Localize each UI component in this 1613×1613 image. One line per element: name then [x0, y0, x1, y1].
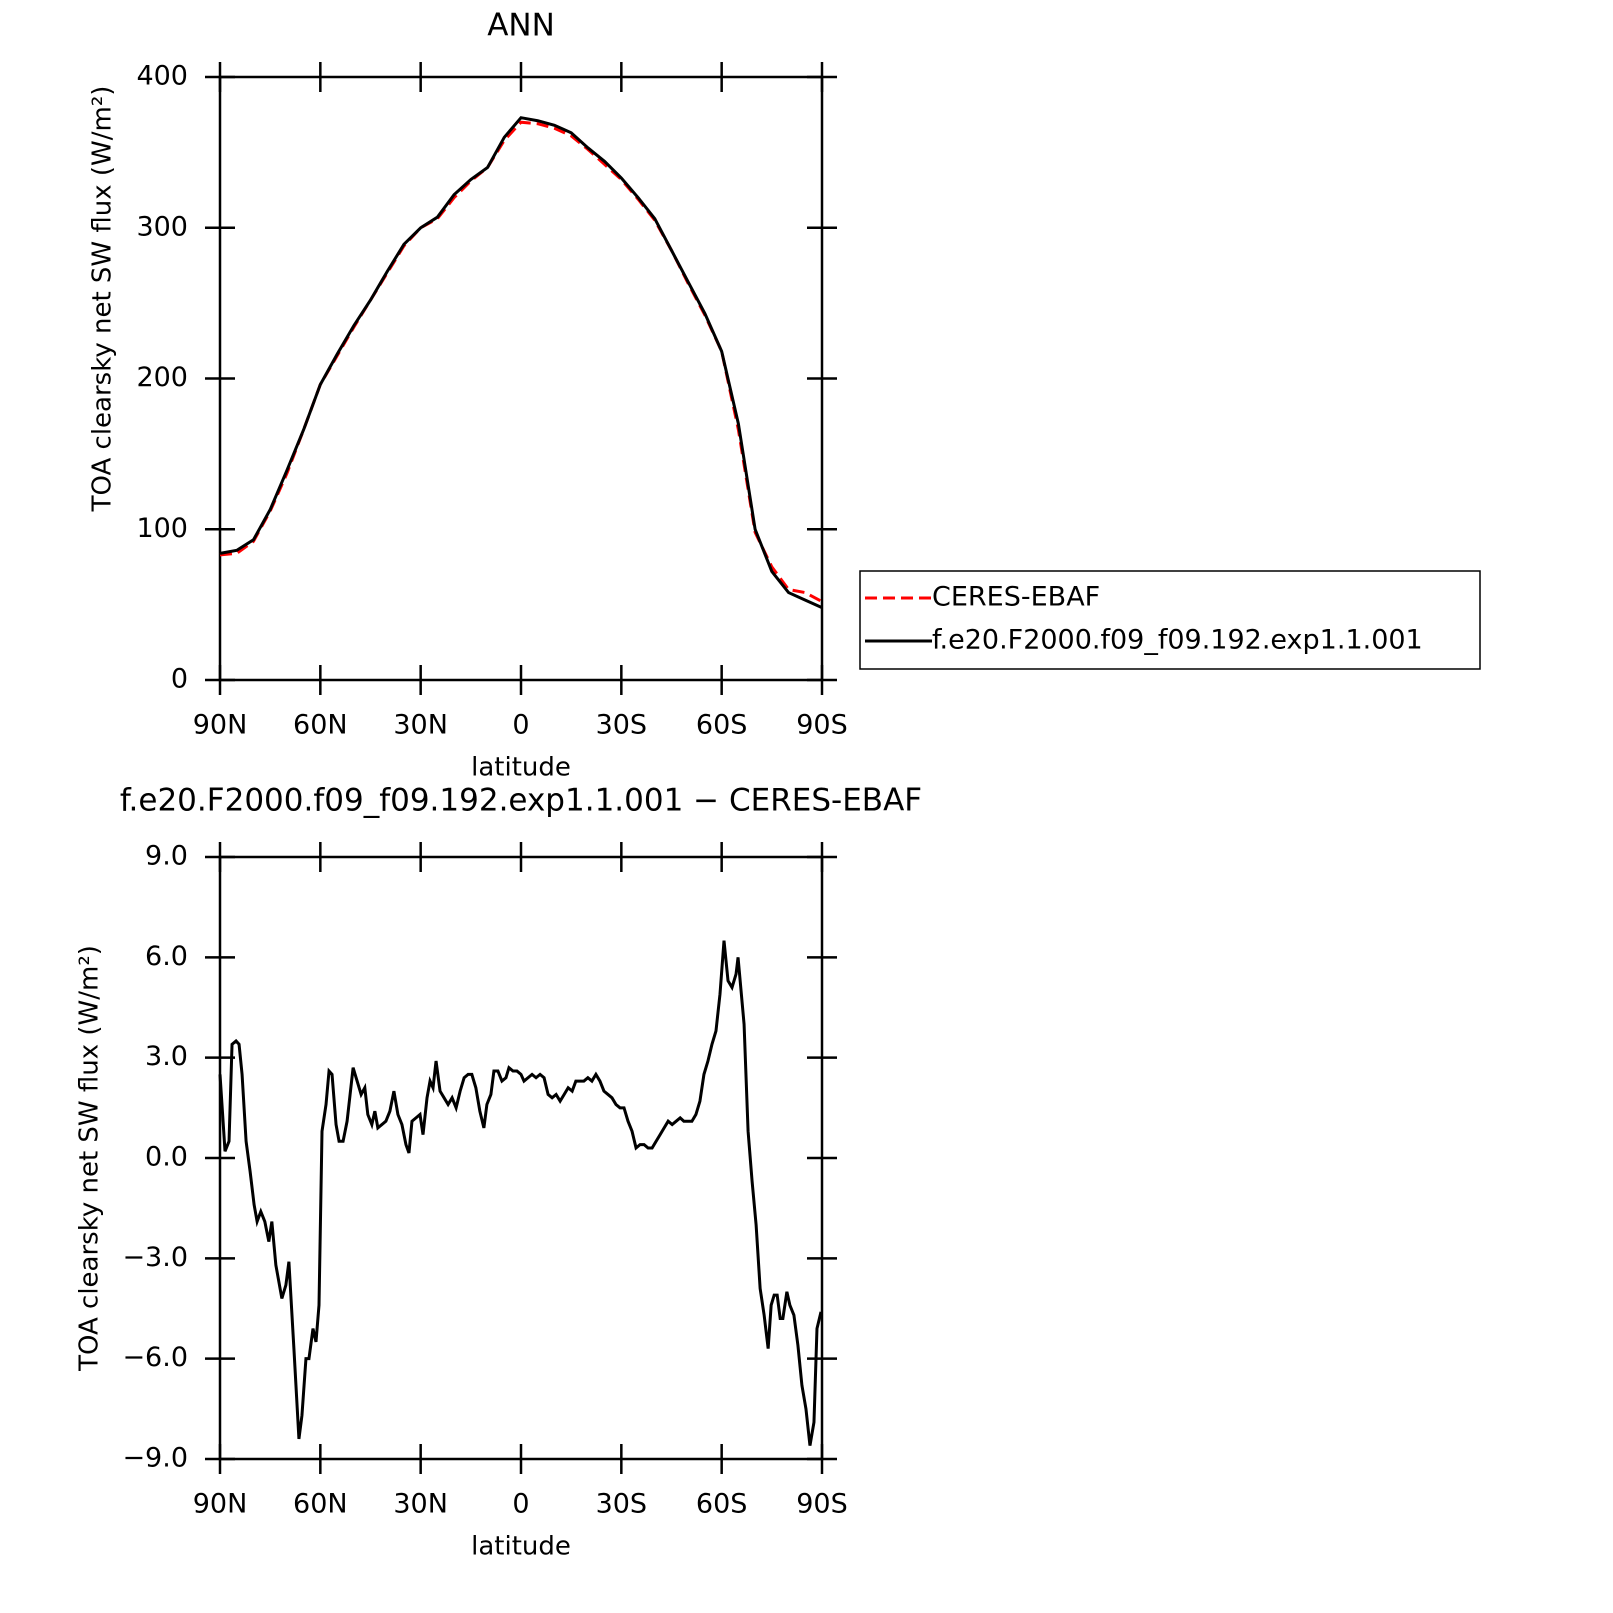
- x-tick-label: 0: [512, 1489, 529, 1520]
- chart-title: ANN: [487, 8, 555, 44]
- y-tick-label: −3.0: [122, 1242, 188, 1273]
- y-tick-label: 100: [136, 513, 188, 544]
- x-axis-label: latitude: [471, 1532, 571, 1562]
- x-tick-label: 60N: [293, 710, 348, 741]
- y-tick-label: 400: [136, 61, 188, 92]
- y-axis-label: TOA clearsky net SW flux (W/m²): [88, 86, 118, 513]
- y-tick-label: 200: [136, 362, 188, 393]
- y-tick-label: 0: [171, 664, 188, 695]
- x-tick-label: 90N: [193, 1489, 248, 1520]
- x-tick-label: 0: [512, 710, 529, 741]
- x-tick-label: 60S: [696, 1489, 748, 1520]
- legend-label: CERES-EBAF: [932, 582, 1100, 613]
- plot-frame: [218, 855, 824, 1461]
- x-tick-label: 90S: [796, 710, 848, 741]
- y-tick-label: 300: [136, 211, 188, 242]
- legend-box: [859, 570, 1481, 670]
- x-tick-label: 30S: [596, 1489, 648, 1520]
- y-axis-label: TOA clearsky net SW flux (W/m²): [75, 945, 105, 1372]
- y-tick-label: 9.0: [145, 841, 188, 872]
- x-axis-label: latitude: [471, 753, 571, 783]
- x-tick-label: 30S: [596, 710, 648, 741]
- plot-frame: [218, 75, 824, 682]
- chart-title: f.e20.F2000.f09_f09.192.exp1.1.001 − CER…: [120, 783, 922, 819]
- x-tick-label: 60N: [293, 1489, 348, 1520]
- x-tick-label: 60S: [696, 710, 748, 741]
- data-line: [219, 120, 823, 603]
- data-line: [218, 940, 823, 1446]
- y-tick-label: 6.0: [145, 941, 188, 972]
- x-tick-label: 90S: [796, 1489, 848, 1520]
- data-line: [219, 116, 823, 610]
- y-tick-label: 3.0: [145, 1041, 188, 1072]
- x-tick-label: 30N: [393, 710, 448, 741]
- y-tick-label: −6.0: [122, 1342, 188, 1373]
- y-tick-label: 0.0: [145, 1142, 188, 1173]
- legend-label: f.e20.F2000.f09_f09.192.exp1.1.001: [932, 625, 1423, 656]
- x-tick-label: 30N: [393, 1489, 448, 1520]
- x-tick-label: 90N: [193, 710, 248, 741]
- y-tick-label: −9.0: [122, 1443, 188, 1474]
